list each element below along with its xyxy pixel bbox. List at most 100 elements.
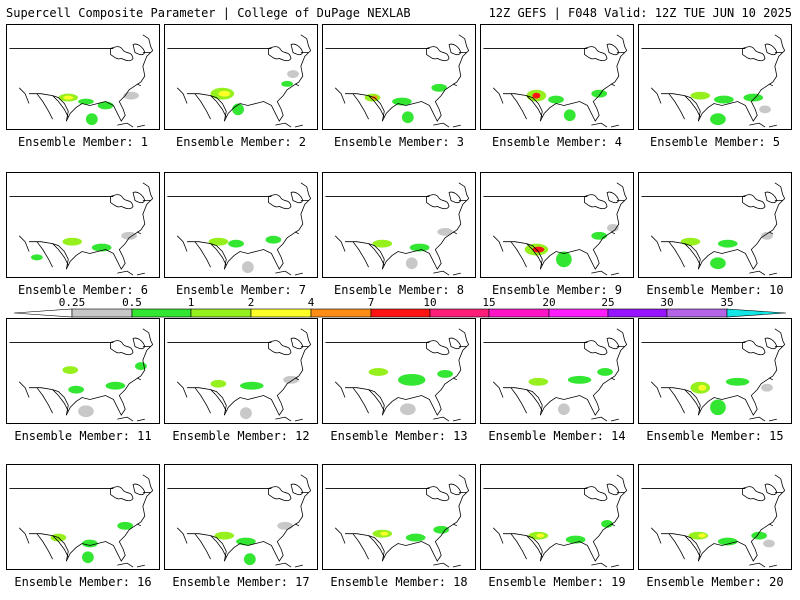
legend-right-arrow — [726, 308, 787, 318]
scp-contour — [277, 521, 293, 530]
mexico-border — [29, 387, 69, 412]
panel-label: Ensemble Member: 10 — [646, 283, 784, 297]
coastline — [381, 182, 470, 270]
great-lakes — [584, 191, 620, 209]
us-map-svg — [483, 328, 628, 422]
mexico-coast — [492, 87, 543, 122]
us-map-svg — [641, 328, 786, 422]
mexico-coast — [650, 235, 701, 270]
scp-contour — [117, 521, 134, 530]
scp-contour — [240, 407, 252, 420]
caribbean-islands — [275, 562, 303, 568]
scp-contour — [401, 111, 414, 124]
caribbean-islands — [749, 416, 777, 422]
mexico-border — [29, 533, 69, 558]
scp-contour — [714, 95, 734, 104]
great-lakes — [268, 191, 304, 209]
coastline — [539, 34, 628, 122]
scp-contour — [548, 95, 564, 104]
map-panel-member-14 — [480, 318, 634, 424]
great-lakes — [742, 337, 778, 355]
great-lakes — [584, 337, 620, 355]
map-panel-member-1 — [6, 24, 160, 130]
panel-label: Ensemble Member: 12 — [172, 429, 310, 443]
scp-contour — [591, 89, 608, 98]
map-panel-member-11 — [6, 318, 160, 424]
mexico-coast — [334, 381, 385, 416]
mexico-coast — [650, 381, 701, 416]
coastline — [539, 328, 628, 416]
scp-contour — [597, 368, 613, 376]
great-lakes — [426, 337, 462, 355]
mexico-coast — [650, 87, 701, 122]
coastline — [223, 474, 312, 562]
coastline — [223, 34, 312, 122]
coastline — [223, 182, 312, 270]
great-lakes — [426, 43, 462, 61]
coastline — [539, 182, 628, 270]
coastline — [697, 34, 786, 122]
scp-contour — [218, 90, 231, 97]
us-map-svg — [325, 474, 470, 568]
legend-tick-label: 1 — [188, 296, 195, 309]
caribbean-islands — [591, 562, 619, 568]
scp-contour — [208, 237, 229, 246]
mexico-border — [29, 241, 69, 266]
us-map-svg — [9, 34, 154, 128]
mexico-coast — [176, 87, 227, 122]
coastline — [697, 328, 786, 416]
scp-contour — [409, 243, 430, 252]
scp-contour — [368, 368, 389, 376]
mexico-border — [661, 241, 701, 266]
scp-contour — [240, 381, 264, 390]
us-map-svg — [325, 34, 470, 128]
legend-swatch — [310, 308, 372, 318]
scp-contour — [372, 239, 393, 248]
mexico-border — [345, 387, 385, 412]
coastline — [65, 34, 154, 122]
us-map-svg — [641, 182, 786, 276]
coastline — [65, 474, 154, 562]
panel-label: Ensemble Member: 18 — [330, 575, 468, 589]
mexico-border — [345, 533, 385, 558]
great-lakes — [268, 337, 304, 355]
great-lakes — [742, 43, 778, 61]
mexico-border — [503, 93, 543, 118]
panel-label: Ensemble Member: 9 — [491, 283, 623, 297]
panel-label: Ensemble Member: 11 — [14, 429, 152, 443]
map-panel-member-3 — [322, 24, 476, 130]
caribbean-islands — [275, 122, 303, 128]
scp-contour — [63, 95, 74, 100]
us-map-svg — [325, 328, 470, 422]
caribbean-islands — [433, 416, 461, 422]
scp-contour — [431, 83, 448, 92]
us-map-svg — [9, 474, 154, 568]
scp-contour — [82, 551, 94, 564]
great-lakes — [268, 483, 304, 501]
legend-swatch — [370, 308, 431, 318]
legend-tick-label: 15 — [482, 296, 495, 309]
legend-swatch — [429, 308, 490, 318]
mexico-border — [345, 241, 385, 266]
caribbean-islands — [591, 270, 619, 276]
mexico-border — [345, 93, 385, 118]
great-lakes — [110, 191, 146, 209]
scp-contour — [243, 553, 256, 566]
mexico-coast — [334, 235, 385, 270]
legend-tick-label: 0.5 — [122, 296, 142, 309]
scp-contour — [62, 237, 83, 246]
scp-contour — [392, 97, 412, 106]
panel-label: Ensemble Member: 2 — [175, 135, 307, 149]
scp-contour — [698, 384, 707, 391]
caribbean-islands — [749, 562, 777, 568]
scp-contour — [710, 113, 726, 126]
scp-contour — [398, 373, 426, 386]
scp-contour — [437, 370, 453, 378]
coastline — [697, 182, 786, 270]
mexico-border — [503, 533, 543, 558]
scp-contour — [281, 80, 293, 87]
great-lakes — [426, 483, 462, 501]
scp-contour — [214, 531, 235, 540]
scp-contour — [228, 239, 244, 248]
caribbean-islands — [117, 270, 145, 276]
